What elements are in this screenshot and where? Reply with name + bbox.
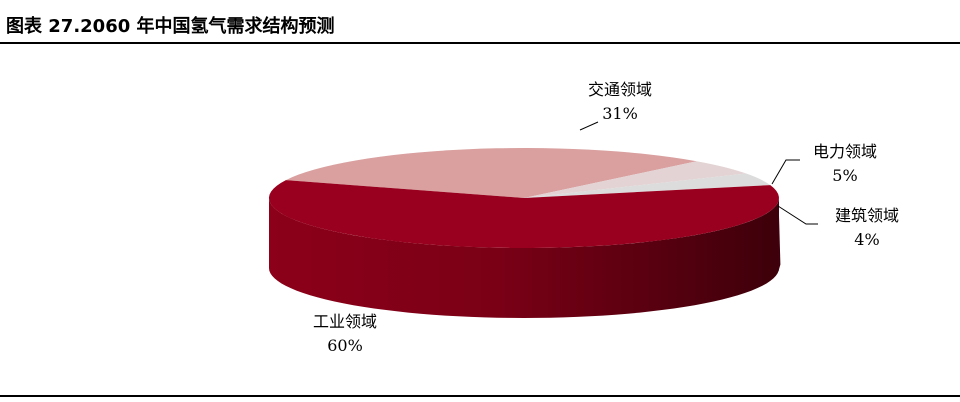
label-transport: 交通领域 31% — [560, 78, 680, 126]
label-building-value: 4% — [854, 230, 880, 249]
pie-side-walls — [269, 194, 781, 318]
leader-building — [777, 205, 818, 225]
label-power: 电力领域 5% — [790, 140, 900, 188]
leader-power — [771, 159, 800, 185]
pie-chart-svg — [268, 121, 818, 318]
slice-building — [524, 173, 771, 198]
label-building-name: 建筑领域 — [834, 206, 899, 225]
chart-title: 图表 27.2060 年中国氢气需求结构预测 — [6, 16, 335, 37]
label-transport-name: 交通领域 — [587, 80, 652, 99]
pie-top-faces — [268, 148, 779, 249]
top-rule — [0, 42, 960, 44]
label-building: 建筑领域 4% — [812, 204, 922, 252]
bottom-rule — [0, 395, 960, 397]
pie-chart: 交通领域 31% 电力领域 5% 建筑领域 4% 工业领域 60% — [0, 44, 960, 395]
slice-power — [524, 161, 747, 198]
label-industry: 工业领域 60% — [290, 310, 400, 358]
label-power-name: 电力领域 — [812, 142, 877, 161]
slice-transport — [285, 148, 697, 198]
leader-transport — [579, 121, 599, 131]
label-power-value: 5% — [832, 166, 858, 185]
slice-industry-side — [269, 198, 779, 318]
label-transport-value: 31% — [602, 104, 638, 123]
slice-right-edge-side — [778, 194, 781, 272]
label-industry-value: 60% — [327, 336, 363, 355]
label-industry-name: 工业领域 — [312, 312, 377, 331]
title-bar: 图表 27.2060 年中国氢气需求结构预测 — [0, 0, 960, 44]
slice-industry — [268, 180, 779, 249]
leader-lines — [579, 121, 818, 225]
